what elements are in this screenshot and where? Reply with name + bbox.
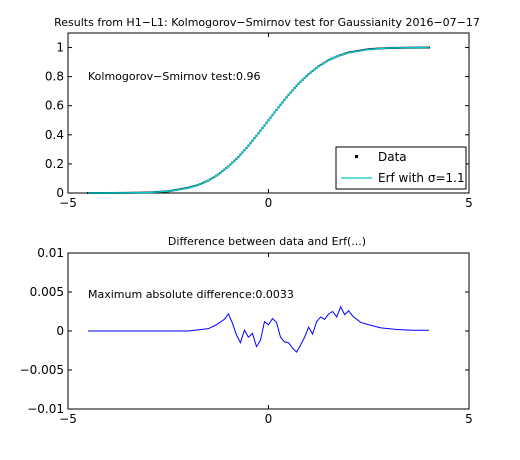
cdf-xtick-label: 0 bbox=[265, 196, 273, 210]
legend-data-label: Data bbox=[378, 150, 407, 164]
cdf-xtick-label: 5 bbox=[465, 196, 473, 210]
diff-ytick-label: −0.01 bbox=[27, 402, 64, 416]
chart-cdf-series bbox=[87, 46, 430, 194]
cdf-ytick-label: 0.2 bbox=[45, 157, 64, 171]
legend-data-marker bbox=[355, 155, 358, 158]
chart-cdf-title: Results from H1−L1: Kolmogorov−Smirnov t… bbox=[54, 16, 480, 29]
diff-xtick-label: −5 bbox=[59, 412, 77, 426]
chart-difference: Difference between data and Erf(...) −5 0… bbox=[20, 235, 473, 426]
cdf-ytick-label: 0.6 bbox=[45, 99, 64, 113]
diff-ytick-label: 0.01 bbox=[37, 246, 64, 260]
chart-difference-title: Difference between data and Erf(...) bbox=[168, 235, 366, 248]
cdf-ytick-label: 0.4 bbox=[45, 128, 64, 142]
cdf-series-line bbox=[88, 46, 429, 194]
diff-ytick-label: −0.005 bbox=[20, 363, 64, 377]
diff-ytick-label: 0.005 bbox=[30, 285, 64, 299]
legend-erf-label: Erf with σ=1.1 bbox=[378, 171, 465, 185]
cdf-ytick-label: 0.8 bbox=[45, 70, 64, 84]
cdf-ytick-label: 0 bbox=[56, 186, 64, 200]
chart-difference-annotation: Maximum absolute difference:0.0033 bbox=[88, 288, 294, 301]
cdf-xtick-label: −5 bbox=[59, 196, 77, 210]
chart-difference-series bbox=[88, 305, 429, 353]
chart-cdf-legend: Data Erf with σ=1.1 bbox=[335, 146, 467, 190]
diff-xtick-label: 5 bbox=[465, 412, 473, 426]
chart-cdf-ticks: −5 0 500.20.40.60.81 bbox=[45, 33, 473, 210]
diff-ytick-label: 0 bbox=[56, 324, 64, 338]
chart-cdf-annotation: Kolmogorov−Smirnov test:0.96 bbox=[88, 70, 260, 83]
chart-cdf: Results from H1−L1: Kolmogorov−Smirnov t… bbox=[45, 16, 480, 210]
legend-box bbox=[335, 146, 467, 190]
diff-series-line bbox=[88, 305, 429, 353]
chart-difference-ticks: −5 0 5 −0.01 −0.005 0 0.005 0.01 bbox=[20, 246, 473, 426]
legend-sigma-symbol: σ bbox=[428, 171, 436, 185]
diff-xtick-label: 0 bbox=[265, 412, 273, 426]
cdf-ytick-label: 1 bbox=[56, 41, 64, 55]
